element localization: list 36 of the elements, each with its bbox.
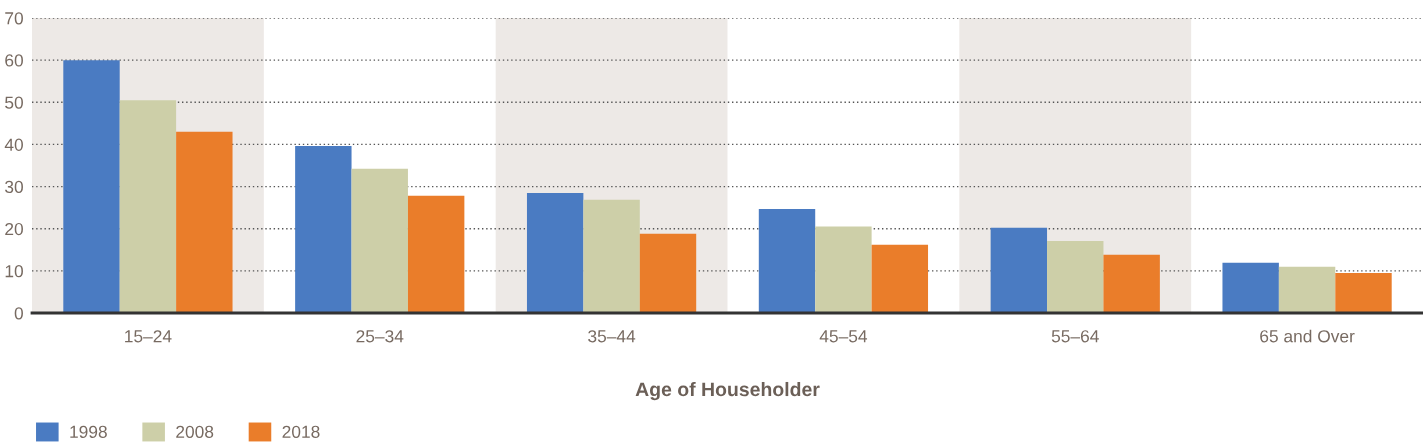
bar: [351, 168, 408, 313]
bar: [871, 244, 929, 313]
legend-label: 1998: [70, 425, 107, 438]
bar: [526, 192, 584, 313]
y-tick-label: 70: [5, 12, 23, 25]
bar: [1222, 262, 1279, 313]
legend-label: 2008: [176, 425, 214, 438]
x-axis-title: Age of Householder: [635, 381, 820, 401]
y-tick-label: 40: [4, 138, 23, 151]
bar: [990, 227, 1048, 313]
bar: [176, 131, 233, 313]
y-tick-label: 20: [5, 222, 23, 236]
bar: [295, 146, 352, 313]
bar: [1278, 266, 1336, 313]
y-tick-label: 60: [5, 54, 23, 67]
x-tick-label: 55–64: [1051, 330, 1099, 343]
bar: [1047, 240, 1104, 313]
bar: [639, 233, 697, 313]
x-tick-label: 65 and Over: [1260, 329, 1355, 343]
bar: [63, 60, 120, 313]
x-tick-label: 15–24: [125, 330, 172, 343]
bar: [407, 195, 465, 313]
bar: [583, 199, 640, 313]
y-tick-label: 10: [5, 265, 23, 278]
legend-label: 2018: [282, 425, 320, 438]
bar: [119, 100, 177, 313]
bar: [758, 208, 816, 313]
y-tick-label: 50: [5, 96, 23, 109]
bar: [815, 226, 872, 313]
bar: [1335, 272, 1392, 313]
bar: [1103, 254, 1160, 313]
y-tick-label: 0: [14, 307, 23, 320]
x-tick-label: 25–34: [356, 330, 404, 343]
y-tick-label: 30: [5, 180, 23, 194]
x-tick-label: 45–54: [819, 330, 868, 343]
x-tick-label: 35–44: [588, 330, 636, 343]
